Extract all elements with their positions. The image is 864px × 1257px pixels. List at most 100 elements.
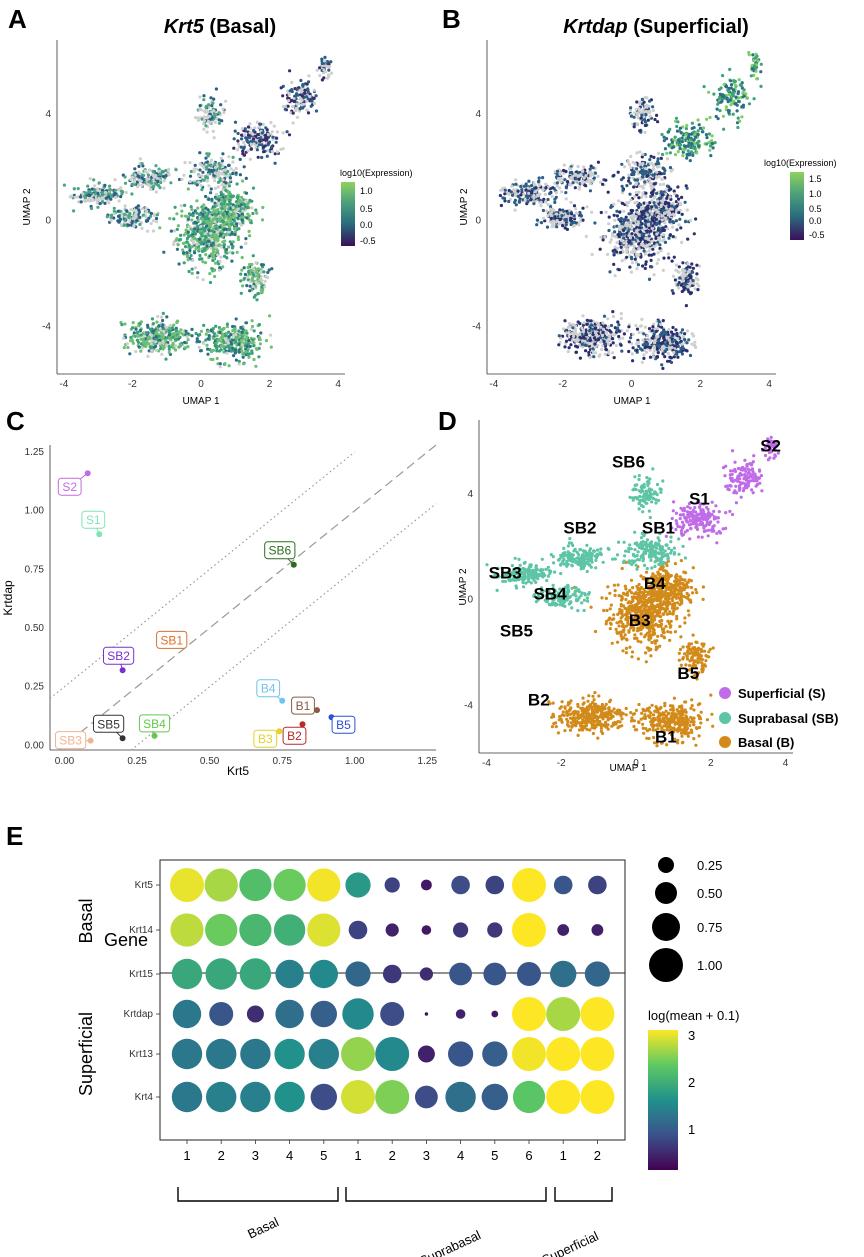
cell-dot (310, 99, 314, 103)
x-tick-label: 4 (335, 379, 341, 390)
cell-dot (236, 142, 241, 146)
cell-dot (82, 199, 87, 203)
cell-dot (210, 158, 214, 162)
cell-dot (648, 346, 652, 350)
cell-dot (629, 154, 633, 159)
cell-dot (152, 213, 157, 217)
cell-dot (668, 355, 672, 359)
cell-dot (596, 343, 600, 347)
cell-dot (193, 251, 197, 255)
cell-dot (687, 274, 691, 278)
cell-dot (196, 225, 200, 229)
cell-dot (653, 194, 657, 199)
cell-dot (648, 178, 652, 182)
cell-dot (693, 287, 697, 291)
cell-dot (555, 212, 559, 216)
cell-dot (641, 175, 645, 179)
cell-dot (155, 320, 159, 324)
panel-a-colorbar-title: log10(Expression) (340, 168, 413, 178)
cell-dot (242, 133, 247, 137)
cell-dot (122, 336, 126, 340)
cell-dot (176, 224, 180, 228)
cell-dot (671, 225, 675, 229)
cell-dot (526, 200, 530, 204)
cell-dot (695, 272, 699, 276)
cell-dot (207, 220, 211, 224)
cell-dot (201, 226, 205, 230)
cell-dot (259, 331, 263, 335)
cell-dot (227, 330, 231, 334)
cell-dot (619, 178, 624, 182)
cell-dot (208, 169, 212, 173)
cell-dot (190, 218, 194, 222)
cell-dot (234, 333, 238, 337)
cell-dot (652, 332, 656, 336)
cell-dot (692, 232, 696, 236)
cell-dot (171, 346, 176, 350)
cell-dot (649, 154, 653, 158)
cell-dot (626, 218, 630, 222)
cell-dot (550, 194, 554, 198)
cell-dot (132, 331, 136, 335)
cell-dot (202, 94, 206, 98)
cell-dot (582, 176, 586, 180)
cell-dot (246, 202, 250, 206)
cell-dot (630, 172, 634, 176)
cell-dot (236, 148, 240, 152)
cell-dot (229, 194, 233, 198)
cell-dot (593, 342, 597, 346)
cell-dot (185, 335, 189, 339)
cell-dot (183, 160, 187, 165)
cell-dot (222, 254, 227, 258)
cell-dot (191, 258, 195, 263)
cell-dot (132, 224, 136, 228)
cell-dot (228, 227, 232, 232)
cell-dot (179, 233, 183, 237)
cell-dot (524, 184, 528, 188)
cell-dot (667, 236, 671, 240)
cell-dot (235, 182, 239, 186)
cell-dot (655, 175, 659, 179)
cell-dot (685, 123, 689, 128)
cell-dot (228, 212, 232, 216)
cell-dot (237, 359, 241, 363)
cell-dot (237, 342, 241, 346)
cell-dot (661, 319, 665, 323)
cell-dot (140, 176, 144, 180)
cell-dot (207, 152, 211, 156)
cell-dot (151, 329, 155, 333)
cell-dot (635, 235, 639, 239)
cell-dot (217, 111, 221, 115)
cell-dot (204, 253, 208, 257)
cell-dot (644, 195, 648, 199)
cell-dot (164, 168, 168, 173)
cell-dot (534, 189, 538, 193)
cell-dot (627, 173, 631, 177)
cell-dot (167, 326, 171, 330)
cell-dot (312, 96, 316, 101)
cell-dot (655, 170, 659, 174)
cell-dot (177, 330, 181, 334)
cell-dot (564, 339, 569, 343)
cell-dot (238, 157, 242, 161)
cell-dot (513, 208, 517, 212)
cell-dot (318, 74, 322, 78)
cell-dot (231, 346, 235, 350)
cell-dot (202, 166, 206, 170)
cell-dot (680, 240, 684, 244)
cell-dot (194, 116, 198, 120)
cell-dot (131, 216, 135, 221)
cell-dot (188, 225, 192, 229)
cell-dot (513, 200, 517, 204)
cell-dot (216, 249, 220, 253)
cell-dot (668, 233, 673, 237)
cell-dot (155, 213, 159, 217)
cell-dot (224, 215, 228, 219)
cell-dot (188, 174, 193, 178)
cell-dot (149, 342, 153, 346)
cell-dot (581, 339, 585, 343)
cell-dot (263, 285, 267, 289)
cell-dot (199, 224, 203, 228)
cell-dot (678, 143, 682, 147)
cell-dot (128, 352, 132, 356)
